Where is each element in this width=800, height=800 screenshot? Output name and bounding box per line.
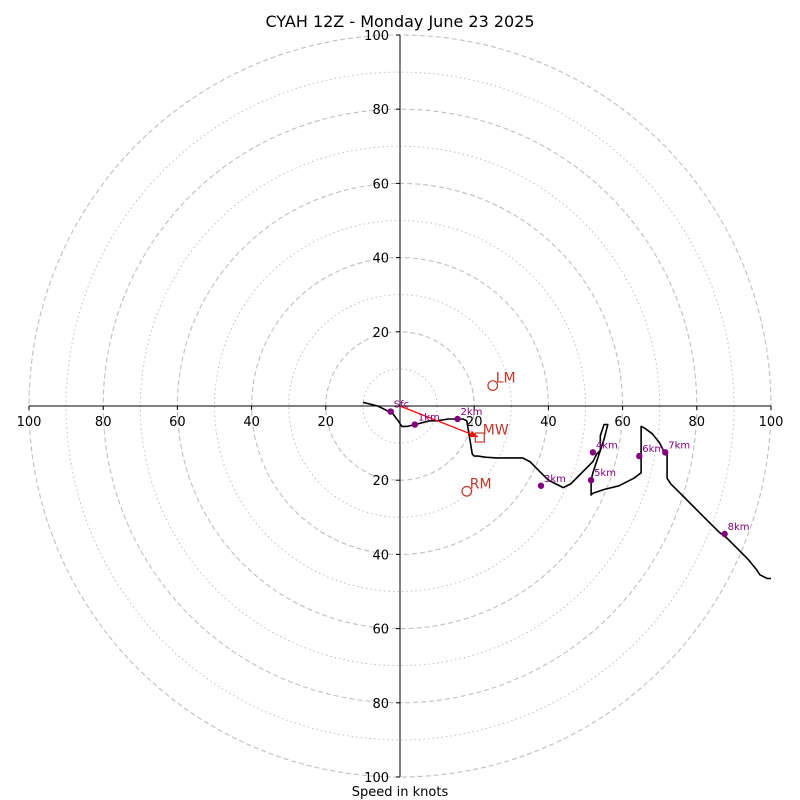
x-tick-label: 80 [95, 415, 112, 430]
height-markers: Sfc 1km 2km 3km 4km 5km 6km 7km 8km [387, 400, 750, 538]
x-tick-label: 60 [169, 415, 186, 430]
y-tick-label: 20 [372, 326, 389, 341]
height-marker-7km [662, 449, 669, 456]
height-marker-label: 3km [544, 474, 566, 485]
storm-motion-label: LM [496, 371, 516, 387]
storm-motion-mw [474, 432, 485, 443]
x-tick-label: 80 [689, 415, 706, 430]
height-marker-label: 4km [596, 440, 618, 451]
height-marker-5km [587, 477, 595, 484]
height-marker-label: 5km [594, 468, 616, 479]
y-tick-label: 100 [364, 29, 389, 44]
y-tick-label: 60 [372, 623, 389, 638]
x-tick-label: 100 [759, 415, 784, 430]
y-tick-label: 40 [372, 252, 389, 267]
height-marker-label: 8km [728, 522, 750, 533]
storm-motion-markers: LM RM MW [461, 371, 516, 497]
storm-motion-rm [461, 485, 473, 497]
storm-motion-lm [487, 380, 499, 391]
x-tick-label: 20 [466, 415, 483, 430]
y-tick-label: 20 [372, 474, 389, 489]
height-marker-6km [636, 452, 643, 460]
x-tick-label: 100 [17, 415, 42, 430]
x-tick-label: 40 [540, 415, 557, 430]
height-marker-4km [589, 449, 597, 456]
y-tick-label: 80 [372, 103, 389, 118]
height-marker-8km [721, 530, 728, 538]
x-tick-label: 20 [318, 415, 335, 430]
mean-wind-arrowhead [469, 430, 478, 438]
height-marker-3km [537, 482, 545, 489]
height-marker-2km [454, 415, 461, 423]
mean-wind-arrow [399, 405, 479, 438]
height-marker-sfc [387, 408, 394, 415]
y-tick-label: 40 [372, 548, 389, 563]
storm-motion-label: MW [483, 423, 509, 439]
x-axis-label: Speed in knots [352, 785, 449, 800]
x-tick-label: 40 [243, 415, 260, 430]
chart-title: CYAH 12Z - Monday June 23 2025 [265, 12, 534, 31]
y-tick-label: 100 [364, 771, 389, 786]
height-marker-label: 2km [461, 407, 483, 418]
y-tick-label: 60 [372, 177, 389, 192]
height-marker-label: 7km [668, 440, 690, 451]
storm-motion-label: RM [470, 476, 492, 492]
y-tick-label: 80 [372, 697, 389, 712]
x-tick-label: 60 [614, 415, 631, 430]
height-marker-1km [411, 421, 419, 428]
height-marker-label: 6km [642, 444, 664, 455]
height-marker-label: Sfc [394, 400, 409, 411]
height-marker-label: 1km [418, 413, 440, 424]
tick-labels: 100 80 60 40 20 20 40 60 80 100 100 80 60 40 20 20 40 60 8… [17, 29, 784, 786]
